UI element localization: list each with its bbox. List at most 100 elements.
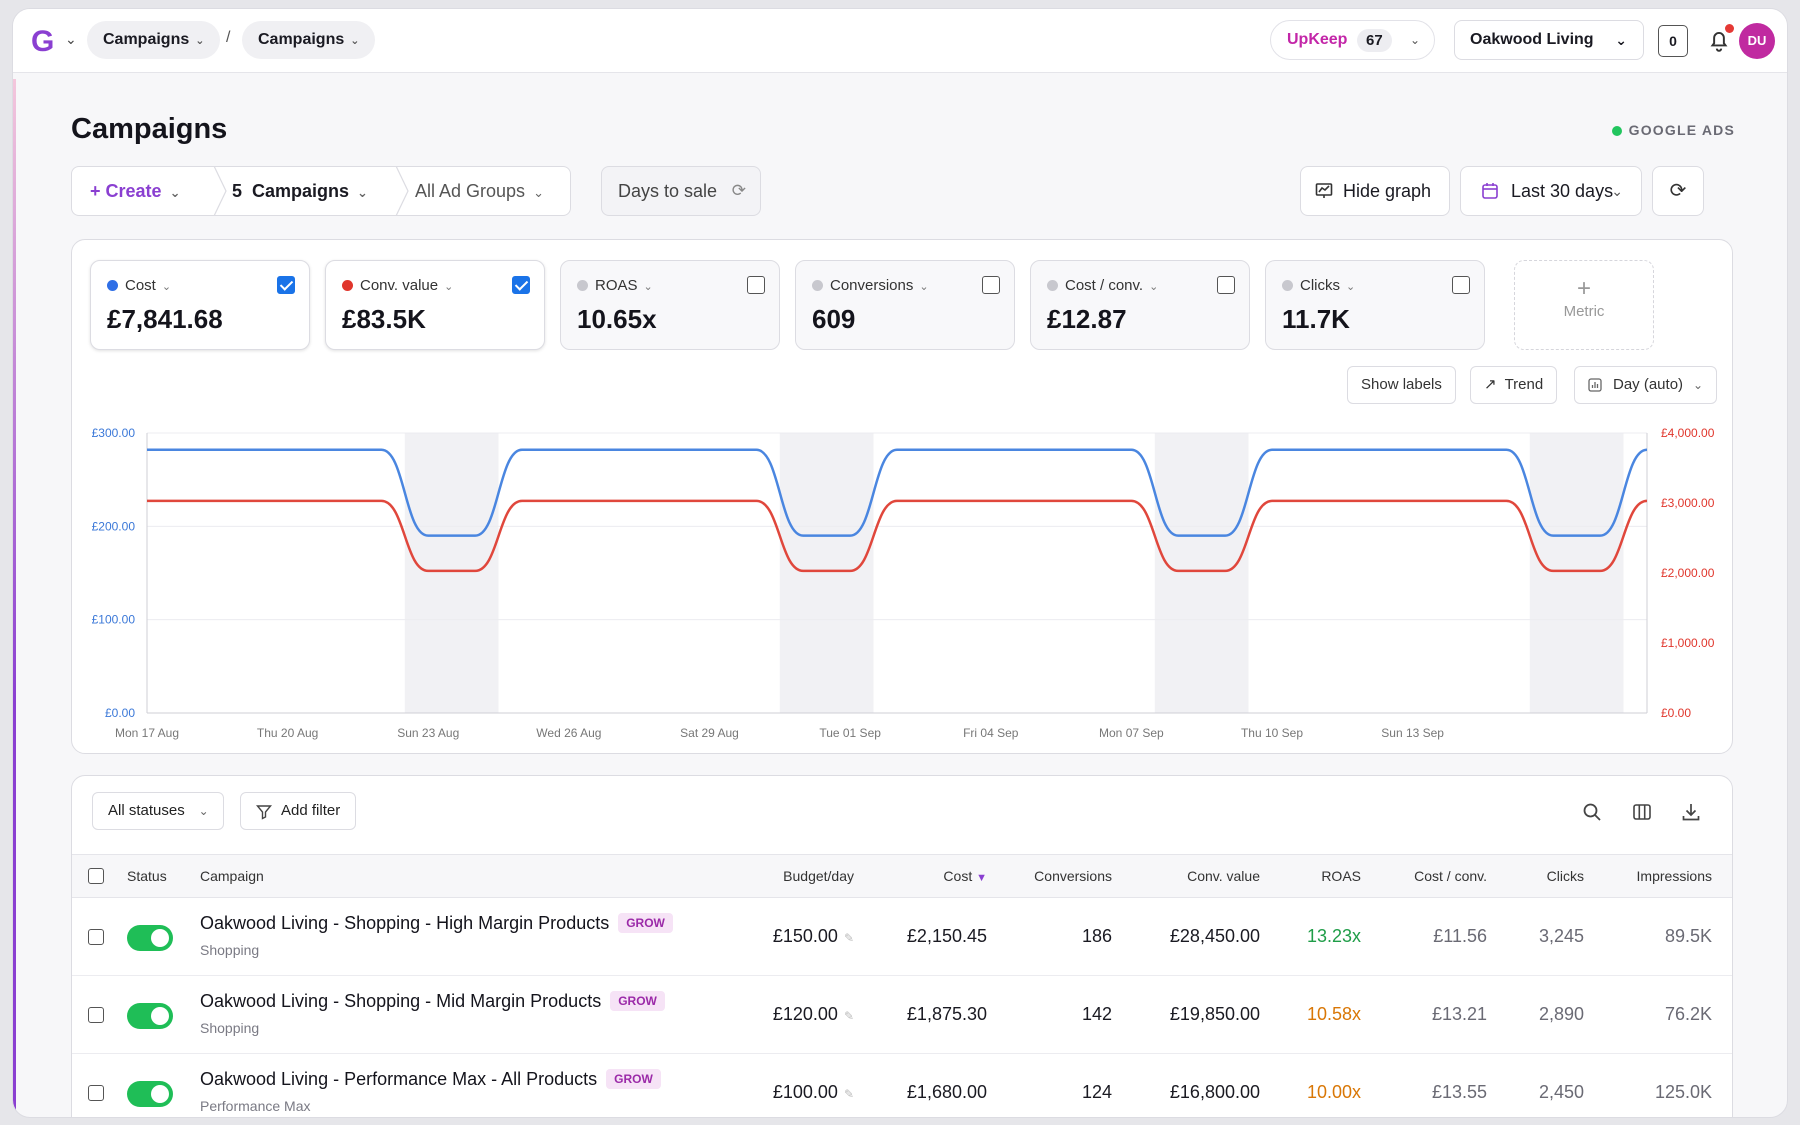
edit-icon[interactable]: ✎ — [843, 1087, 854, 1101]
upkeep-label: UpKeep — [1287, 31, 1348, 48]
status-toggle[interactable] — [127, 925, 173, 951]
column-header-campaign[interactable]: Campaign — [200, 868, 264, 884]
trend-label: Trend — [1504, 376, 1544, 393]
chevron-down-icon[interactable]: ⌄ — [65, 31, 77, 47]
metric-card-conv-value[interactable]: Conv. value ⌄ £83.5K — [325, 260, 545, 350]
column-header-impressions[interactable]: Impressions — [1636, 868, 1712, 884]
x-tick-label: Thu 10 Sep — [1241, 726, 1303, 740]
metric-checkbox[interactable] — [1217, 276, 1235, 294]
y-right-tick-label: £2,000.00 — [1661, 566, 1715, 580]
weekend-band — [1529, 433, 1624, 713]
account-selector[interactable]: Oakwood Living ⌄ — [1454, 20, 1644, 60]
column-header-cost[interactable]: Cost ▼ — [943, 868, 987, 884]
status-filter-dropdown[interactable]: All statuses ⌄ — [92, 792, 224, 830]
x-tick-label: Sat 29 Aug — [680, 726, 739, 740]
metric-checkbox[interactable] — [512, 276, 530, 294]
edit-icon[interactable]: ✎ — [843, 931, 854, 945]
metric-checkbox[interactable] — [982, 276, 1000, 294]
metric-card-roas[interactable]: ROAS ⌄ 10.65x — [560, 260, 780, 350]
edit-icon[interactable]: ✎ — [843, 1009, 854, 1023]
metric-label: Cost / conv. ⌄ — [1047, 277, 1158, 294]
trend-icon: ↗ — [1484, 376, 1497, 393]
metric-card-cost-per-conv[interactable]: Cost / conv. ⌄ £12.87 — [1030, 260, 1250, 350]
y-left-tick-label: £200.00 — [92, 519, 136, 533]
campaign-name[interactable]: Oakwood Living - Shopping - High Margin … — [200, 913, 673, 934]
table-row[interactable]: Oakwood Living - Shopping - High Margin … — [72, 898, 1732, 976]
table-row[interactable]: Oakwood Living - Shopping - Mid Margin P… — [72, 976, 1732, 1054]
metric-checkbox[interactable] — [277, 276, 295, 294]
upkeep-selector[interactable]: UpKeep 67 ⌄ — [1270, 20, 1435, 60]
row-checkbox[interactable] — [88, 1085, 104, 1101]
metric-card-conversions[interactable]: Conversions ⌄ 609 — [795, 260, 1015, 350]
budget-cell[interactable]: £100.00 ✎ — [773, 1082, 854, 1103]
granularity-selector[interactable]: Day (auto) ⌄ — [1574, 366, 1718, 404]
x-tick-label: Fri 04 Sep — [963, 726, 1019, 740]
chevron-down-icon: ⌄ — [1346, 281, 1356, 293]
breadcrumb-root[interactable]: Campaigns ⌄ — [87, 21, 221, 59]
weekend-band — [404, 433, 499, 713]
metric-checkbox[interactable] — [1452, 276, 1470, 294]
metric-value: £12.87 — [1047, 304, 1127, 334]
column-header-conversions[interactable]: Conversions — [1034, 868, 1112, 884]
avatar[interactable]: DU — [1739, 23, 1775, 59]
chevron-down-icon: ⌄ — [1611, 183, 1623, 199]
metric-card-clicks[interactable]: Clicks ⌄ 11.7K — [1265, 260, 1485, 350]
status-toggle[interactable] — [127, 1081, 173, 1107]
column-header-roas[interactable]: ROAS — [1321, 868, 1361, 884]
refresh-button[interactable]: ⟳ — [1652, 166, 1704, 216]
columns-icon[interactable] — [1632, 802, 1652, 822]
add-metric-button[interactable]: + Metric — [1514, 260, 1654, 350]
metric-value: 609 — [812, 304, 856, 334]
show-labels-button[interactable]: Show labels — [1347, 366, 1456, 404]
row-checkbox[interactable] — [88, 929, 104, 945]
campaign-name-text: Oakwood Living - Shopping - Mid Margin P… — [200, 991, 602, 1011]
task-counter[interactable]: 0 — [1658, 25, 1688, 57]
budget-cell[interactable]: £150.00 ✎ — [773, 926, 854, 947]
create-button[interactable]: + Create ⌄ — [90, 167, 180, 215]
ad-groups-selector[interactable]: All Ad Groups ⌄ — [415, 167, 544, 215]
y-right-tick-label: £4,000.00 — [1661, 426, 1715, 440]
column-header-conv-value[interactable]: Conv. value — [1187, 868, 1260, 884]
notification-dot — [1725, 24, 1734, 33]
chevron-down-icon: ⌄ — [195, 35, 205, 47]
column-header-budget[interactable]: Budget/day — [783, 868, 854, 884]
metric-card-cost[interactable]: Cost ⌄ £7,841.68 — [90, 260, 310, 350]
metric-label: ROAS ⌄ — [577, 277, 653, 294]
bell-icon[interactable] — [1706, 27, 1732, 53]
top-bar: G ⌄ Campaigns ⌄ / Campaigns ⌄ UpKeep 67 ⌄ … — [13, 9, 1787, 73]
chevron-down-icon: ⌄ — [643, 281, 653, 293]
metric-checkbox[interactable] — [747, 276, 765, 294]
hide-graph-button[interactable]: Hide graph — [1300, 166, 1450, 216]
line-chart[interactable]: £0.00 £100.00 £200.00 £300.00 £0.00 £1,000.00… — [72, 240, 1734, 755]
clicks-cell: 2,450 — [1538, 1082, 1584, 1102]
x-tick-label: Thu 20 Aug — [257, 726, 318, 740]
app-logo[interactable]: G — [31, 25, 55, 58]
campaigns-selector[interactable]: 5 Campaigns ⌄ — [232, 167, 368, 215]
column-header-clicks[interactable]: Clicks — [1546, 868, 1584, 884]
campaigns-table-card: All statuses ⌄ Add filter Status Campaig… — [71, 775, 1733, 1117]
chevron-down-icon: ⌄ — [357, 185, 368, 200]
row-checkbox[interactable] — [88, 1007, 104, 1023]
campaign-name-text: Oakwood Living - Shopping - High Margin … — [200, 913, 610, 933]
breadcrumb-current[interactable]: Campaigns ⌄ — [242, 21, 376, 59]
days-to-sale-button[interactable]: Days to sale ⟳ — [601, 166, 761, 216]
campaign-name[interactable]: Oakwood Living - Performance Max - All P… — [200, 1069, 661, 1090]
status-toggle[interactable] — [127, 1003, 173, 1029]
date-range-selector[interactable]: Last 30 days ⌄ — [1460, 166, 1642, 216]
x-tick-label: Sun 13 Sep — [1381, 726, 1444, 740]
platform-label: GOOGLE ADS — [1628, 122, 1735, 138]
add-filter-button[interactable]: Add filter — [240, 792, 357, 830]
column-header-status[interactable]: Status — [127, 868, 167, 884]
search-icon[interactable] — [1582, 802, 1602, 822]
budget-cell[interactable]: £120.00 ✎ — [773, 1004, 854, 1025]
trend-button[interactable]: ↗ Trend — [1470, 366, 1558, 404]
download-icon[interactable] — [1681, 802, 1701, 822]
table-row[interactable]: Oakwood Living - Performance Max - All P… — [72, 1054, 1732, 1117]
select-all-checkbox[interactable] — [88, 868, 104, 884]
clicks-cell: 3,245 — [1538, 926, 1584, 946]
campaign-name[interactable]: Oakwood Living - Shopping - Mid Margin P… — [200, 991, 665, 1012]
metric-label: Clicks ⌄ — [1282, 277, 1355, 294]
upkeep-count-badge: 67 — [1357, 29, 1392, 52]
series-dot — [812, 280, 823, 291]
column-header-cost-per-conv[interactable]: Cost / conv. — [1414, 868, 1487, 884]
